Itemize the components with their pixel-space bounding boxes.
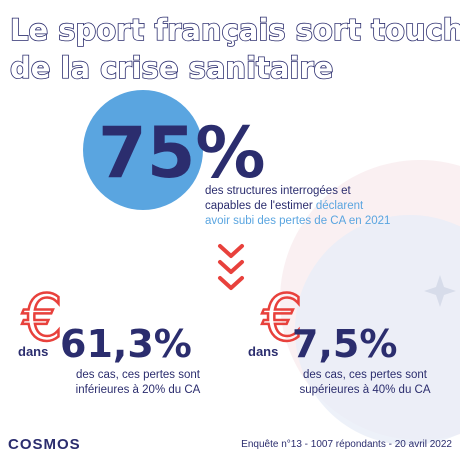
logo: COSMOS (8, 436, 81, 453)
stat-text: supérieures à 40% du CA (299, 384, 430, 396)
euro-icon: € (22, 282, 63, 356)
title-line: de la crise sanitaire (10, 51, 333, 85)
headline-text: capables de l'estimer déclarent (205, 200, 364, 212)
decor-circle (295, 215, 460, 445)
stat-text: des cas, ces pertes sont (76, 369, 201, 381)
stat-prefix: dans (18, 344, 48, 359)
stat-text: des cas, ces pertes sont (303, 369, 428, 381)
source: Enquête n°13 - 1007 répondants - 20 avri… (241, 439, 452, 450)
headline-text: avoir subi des pertes de CA en 2021 (205, 215, 390, 227)
decor-star (424, 275, 456, 307)
stat-value: 7,5% (292, 322, 397, 366)
highlight-text: déclarent (316, 200, 364, 212)
headline-value: 75% (98, 112, 266, 194)
stat-value: 61,3% (60, 322, 192, 366)
highlight-circle (83, 90, 203, 210)
stat-text: inférieures à 20% du CA (76, 384, 201, 396)
chevrons (218, 244, 244, 290)
euro-icon: € (262, 282, 303, 356)
stat-prefix: dans (248, 344, 278, 359)
headline-text: des structures interrogées et (205, 185, 352, 197)
text: capables de l'estimer (205, 200, 313, 212)
title-line: Le sport français sort touché (10, 13, 460, 47)
